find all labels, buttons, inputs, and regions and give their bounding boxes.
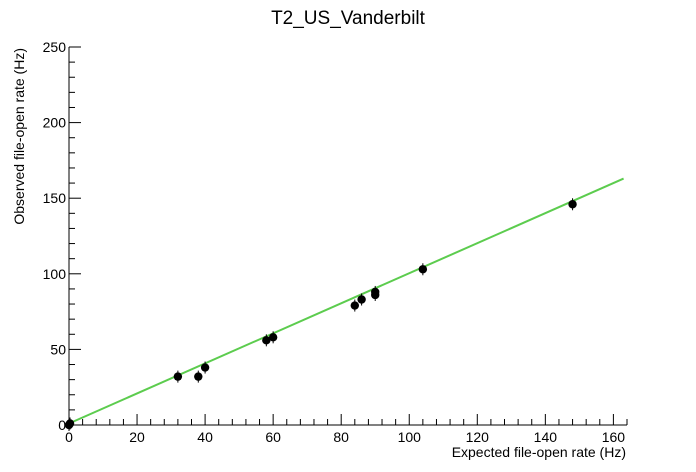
data-point bbox=[371, 287, 380, 297]
y-tick-label: 200 bbox=[43, 115, 67, 131]
points-layer bbox=[64, 198, 577, 431]
data-point bbox=[568, 200, 577, 209]
data-point bbox=[357, 295, 366, 304]
x-tick-label: 0 bbox=[65, 429, 73, 445]
data-point bbox=[200, 363, 210, 372]
data-point bbox=[418, 265, 428, 274]
chart-title: T2_US_Vanderbilt bbox=[271, 8, 426, 29]
y-tick-label: 150 bbox=[43, 190, 67, 206]
x-axis-label: Expected file-open rate (Hz) bbox=[452, 444, 626, 460]
fit-line-layer bbox=[68, 177, 625, 425]
axes-layer: 0 20 40 60 80 100 120 140 160 0 50 100 150 200 250 bbox=[43, 39, 628, 445]
y-tick-label: 250 bbox=[43, 39, 67, 55]
data-point bbox=[268, 333, 278, 342]
x-tick-label: 20 bbox=[129, 429, 145, 445]
x-tick-label: 40 bbox=[197, 429, 213, 445]
data-point bbox=[262, 336, 271, 345]
data-point bbox=[350, 301, 360, 310]
x-tick-label: 80 bbox=[333, 429, 349, 445]
x-tick-label: 60 bbox=[265, 429, 281, 445]
data-point bbox=[65, 419, 75, 428]
x-tick-label: 140 bbox=[534, 429, 558, 445]
x-tick-label: 100 bbox=[398, 429, 422, 445]
y-tick-label: 100 bbox=[43, 266, 67, 282]
x-tick-label: 120 bbox=[466, 429, 490, 445]
data-point bbox=[194, 372, 203, 381]
data-point bbox=[173, 372, 183, 381]
y-tick-label: 50 bbox=[50, 341, 66, 357]
fit-line bbox=[68, 177, 625, 425]
y-axis-label: Observed file-open rate (Hz) bbox=[11, 48, 27, 225]
x-tick-label: 160 bbox=[602, 429, 626, 445]
y-tick-label: 0 bbox=[58, 417, 66, 433]
